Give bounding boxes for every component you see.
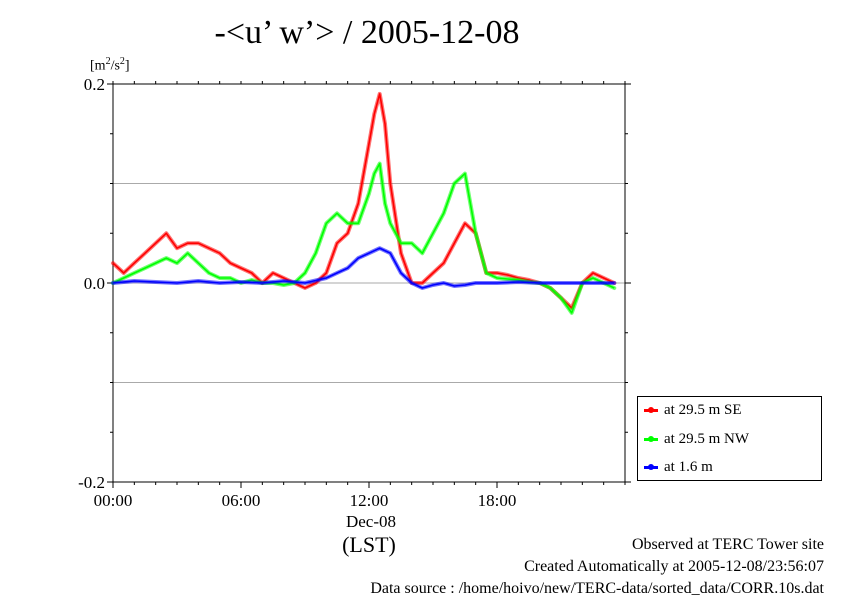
x-tick-label-2: 12:00 <box>350 491 389 510</box>
series-halo-0 <box>111 91 617 310</box>
legend-swatch-1-6m <box>644 463 658 470</box>
legend-item-nw: at 29.5 m NW <box>644 429 749 449</box>
legend-label-se: at 29.5 m SE <box>664 401 742 418</box>
y-axis-unit-label: [m2/s2] <box>90 56 130 74</box>
legend-label-nw: at 29.5 m NW <box>664 430 749 447</box>
chart-title: -<u’ w’> / 2005-12-08 <box>214 14 520 51</box>
x-tick-label-3: 18:00 <box>478 491 517 510</box>
x-tick-label-1: 06:00 <box>222 491 261 510</box>
chart-legend: at 29.5 m SE at 29.5 m NW at 1.6 m <box>637 396 822 481</box>
legend-swatch-nw <box>644 435 658 442</box>
legend-item-1-6m: at 1.6 m <box>644 457 713 477</box>
footer-created: Created Automatically at 2005-12-08/23:5… <box>524 558 824 575</box>
footer-observed: Observed at TERC Tower site <box>631 536 824 553</box>
series-line-2 <box>112 247 615 289</box>
legend-swatch-se <box>644 406 658 413</box>
x-axis-date-label: Dec-08 <box>345 512 397 531</box>
y-tick-label-0: 0.2 <box>84 75 105 94</box>
series-line-0 <box>112 93 615 309</box>
series-halo-1 <box>111 161 617 315</box>
legend-label-1-6m: at 1.6 m <box>664 458 713 475</box>
x-tick-label-0: 00:00 <box>94 491 133 510</box>
x-axis-timezone-label: (LST) <box>342 532 396 557</box>
series-line-1 <box>112 162 615 314</box>
y-tick-label-2: -0.2 <box>78 473 105 492</box>
legend-item-se: at 29.5 m SE <box>644 400 742 420</box>
y-tick-label-1: 0.0 <box>84 274 105 293</box>
footer-data-source: Data source : /home/hoivo/new/TERC-data/… <box>370 580 824 597</box>
